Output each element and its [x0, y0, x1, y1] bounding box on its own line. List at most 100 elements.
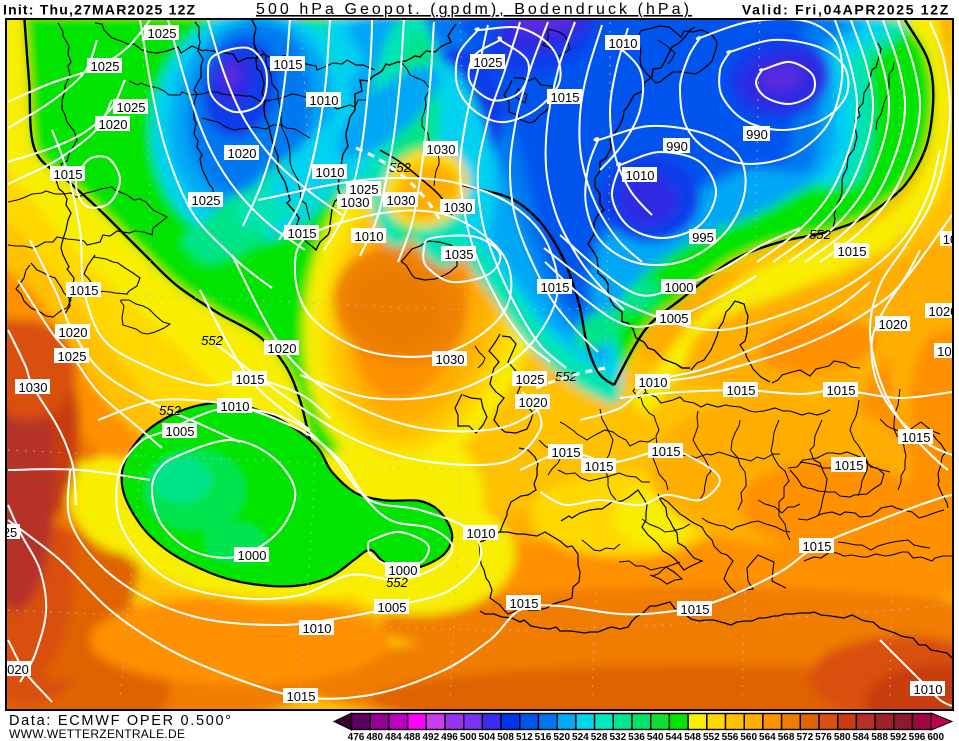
svg-text:1005: 1005 [166, 424, 195, 439]
svg-text:1010: 1010 [310, 93, 339, 108]
svg-text:600: 600 [927, 732, 944, 741]
svg-text:480: 480 [366, 732, 383, 741]
svg-text:1020: 1020 [879, 317, 908, 332]
svg-text:1025: 1025 [192, 193, 221, 208]
svg-text:Valid: Fri,04APR2025 12Z: Valid: Fri,04APR2025 12Z [742, 2, 950, 18]
svg-text:492: 492 [422, 732, 439, 741]
svg-text:WWW.WETTERZENTRALE.DE: WWW.WETTERZENTRALE.DE [9, 727, 185, 741]
svg-text:560: 560 [740, 732, 757, 741]
svg-text:1015: 1015 [803, 539, 832, 554]
svg-text:552: 552 [809, 227, 831, 242]
svg-text:1025: 1025 [350, 182, 379, 197]
svg-text:1030: 1030 [444, 200, 473, 215]
svg-text:484: 484 [385, 732, 402, 741]
svg-text:1015: 1015 [652, 444, 681, 459]
svg-text:1025: 1025 [148, 26, 177, 41]
svg-text:1030: 1030 [436, 352, 465, 367]
svg-text:020: 020 [7, 662, 29, 677]
svg-text:1015: 1015 [70, 283, 99, 298]
svg-text:1015: 1015 [727, 383, 756, 398]
svg-text:572: 572 [796, 732, 813, 741]
svg-text:1005: 1005 [660, 311, 689, 326]
svg-text:548: 548 [684, 732, 701, 741]
svg-text:552: 552 [159, 403, 181, 418]
svg-text:1015: 1015 [54, 167, 83, 182]
svg-text:488: 488 [404, 732, 421, 741]
svg-text:990: 990 [746, 127, 768, 142]
svg-text:1025: 1025 [117, 100, 146, 115]
svg-text:1015: 1015 [288, 226, 317, 241]
svg-text:576: 576 [815, 732, 832, 741]
svg-text:552: 552 [703, 732, 720, 741]
svg-text:500: 500 [460, 732, 477, 741]
svg-text:1005: 1005 [378, 600, 407, 615]
svg-text:1015: 1015 [236, 372, 265, 387]
svg-text:1010: 1010 [467, 526, 496, 541]
svg-text:1015: 1015 [835, 458, 864, 473]
svg-text:540: 540 [647, 732, 664, 741]
svg-text:1030: 1030 [427, 142, 456, 157]
svg-text:995: 995 [692, 230, 714, 245]
svg-text:524: 524 [572, 732, 589, 741]
svg-text:1010: 1010 [355, 229, 384, 244]
svg-text:1010: 1010 [639, 375, 668, 390]
svg-text:Data: ECMWF OPER 0.500°: Data: ECMWF OPER 0.500° [9, 713, 233, 729]
svg-text:556: 556 [722, 732, 739, 741]
svg-text:101: 101 [937, 344, 959, 359]
svg-text:10: 10 [943, 232, 957, 247]
svg-text:1030: 1030 [19, 380, 48, 395]
svg-text:1015: 1015 [552, 445, 581, 460]
svg-text:552: 552 [386, 575, 408, 590]
svg-text:1030: 1030 [387, 193, 416, 208]
svg-text:1030: 1030 [341, 195, 370, 210]
svg-text:520: 520 [553, 732, 570, 741]
svg-text:496: 496 [441, 732, 458, 741]
svg-text:1020: 1020 [929, 304, 958, 319]
svg-text:592: 592 [890, 732, 907, 741]
svg-text:476: 476 [348, 732, 365, 741]
svg-text:1015: 1015 [827, 383, 856, 398]
svg-text:504: 504 [479, 732, 496, 741]
svg-text:1035: 1035 [445, 247, 474, 262]
svg-text:532: 532 [609, 732, 626, 741]
svg-text:1010: 1010 [221, 399, 250, 414]
svg-text:588: 588 [871, 732, 888, 741]
svg-text:1025: 1025 [516, 372, 545, 387]
svg-text:1020: 1020 [228, 146, 257, 161]
svg-text:990: 990 [666, 139, 688, 154]
svg-text:512: 512 [516, 732, 533, 741]
svg-text:1020: 1020 [519, 395, 548, 410]
svg-text:Init: Thu,27MAR2025 12Z: Init: Thu,27MAR2025 12Z [3, 2, 196, 18]
svg-text:1015: 1015 [838, 244, 867, 259]
svg-text:580: 580 [834, 732, 851, 741]
svg-text:564: 564 [759, 732, 776, 741]
svg-text:1000: 1000 [238, 548, 267, 563]
svg-text:1015: 1015 [681, 602, 710, 617]
svg-text:1010: 1010 [626, 168, 655, 183]
svg-text:508: 508 [497, 732, 514, 741]
svg-text:1015: 1015 [585, 459, 614, 474]
svg-text:568: 568 [778, 732, 795, 741]
svg-text:1020: 1020 [268, 341, 297, 356]
svg-text:1000: 1000 [665, 280, 694, 295]
svg-text:1025: 1025 [474, 55, 503, 70]
svg-text:1010: 1010 [609, 36, 638, 51]
svg-text:596: 596 [909, 732, 926, 741]
svg-text:25: 25 [3, 525, 17, 540]
svg-text:1015: 1015 [551, 90, 580, 105]
svg-text:1010: 1010 [914, 682, 943, 697]
svg-text:1015: 1015 [510, 596, 539, 611]
svg-text:528: 528 [591, 732, 608, 741]
svg-text:516: 516 [535, 732, 552, 741]
svg-text:500 hPa Geopot. (gpdm), Bodend: 500 hPa Geopot. (gpdm), Bodendruck (hPa) [256, 1, 692, 18]
svg-text:544: 544 [666, 732, 683, 741]
svg-text:1015: 1015 [902, 430, 931, 445]
svg-text:1020: 1020 [59, 325, 88, 340]
svg-text:1010: 1010 [316, 165, 345, 180]
svg-text:1000: 1000 [389, 563, 418, 578]
svg-text:1010: 1010 [303, 621, 332, 636]
svg-text:1015: 1015 [274, 57, 303, 72]
svg-text:1025: 1025 [91, 59, 120, 74]
svg-text:552: 552 [201, 333, 223, 348]
svg-text:1020: 1020 [99, 117, 128, 132]
